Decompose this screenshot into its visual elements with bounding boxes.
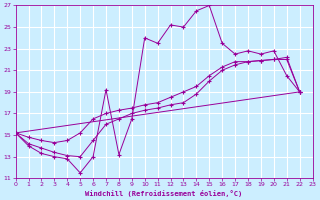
X-axis label: Windchill (Refroidissement éolien,°C): Windchill (Refroidissement éolien,°C): [85, 190, 243, 197]
